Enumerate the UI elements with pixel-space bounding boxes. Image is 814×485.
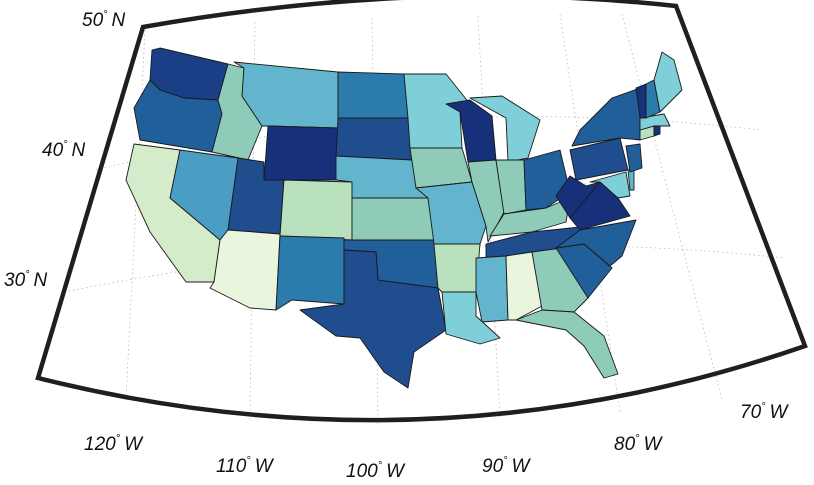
state-wyoming[interactable] xyxy=(263,125,339,181)
meridian-70w xyxy=(621,13,723,401)
meridian-120w xyxy=(125,29,146,399)
label-lon-100w: 100° W xyxy=(346,460,406,482)
label-lat-30n: 30° N xyxy=(4,269,48,291)
longitude-labels: 120° W 110° W 100° W 90° W 80° W 70° W xyxy=(84,401,790,482)
state-minnesota[interactable] xyxy=(403,73,471,149)
state-colorado[interactable] xyxy=(279,179,353,241)
map-frame xyxy=(35,0,808,423)
state-arizona[interactable] xyxy=(209,229,281,311)
latitude-labels: 50° N 40° N 30° N xyxy=(4,9,126,291)
state-new-york[interactable] xyxy=(571,87,641,147)
state-mississippi[interactable] xyxy=(475,255,509,323)
state-south-dakota[interactable] xyxy=(335,117,413,161)
label-lat-40n: 40° N xyxy=(42,139,86,161)
state-arkansas[interactable] xyxy=(433,243,481,293)
state-new-mexico[interactable] xyxy=(275,235,345,311)
state-massachusetts[interactable] xyxy=(639,113,671,131)
states-layer xyxy=(125,47,683,389)
state-north-dakota[interactable] xyxy=(337,71,409,119)
state-maine[interactable] xyxy=(653,51,683,113)
state-kansas[interactable] xyxy=(351,197,435,241)
label-lon-70w: 70° W xyxy=(740,401,790,423)
state-west-virginia[interactable] xyxy=(555,175,601,219)
label-lon-110w: 110° W xyxy=(216,455,275,477)
label-lat-50n: 50° N xyxy=(82,9,126,31)
state-new-jersey[interactable] xyxy=(625,143,643,173)
state-north-carolina[interactable] xyxy=(555,219,637,267)
label-lon-80w: 80° W xyxy=(614,433,664,455)
label-lon-120w: 120° W xyxy=(84,433,144,455)
state-florida[interactable] xyxy=(515,309,619,379)
state-maryland[interactable] xyxy=(589,171,631,199)
state-iowa[interactable] xyxy=(409,147,473,189)
label-lon-90w: 90° W xyxy=(482,455,532,477)
state-texas[interactable] xyxy=(299,249,447,389)
state-rhode-island[interactable] xyxy=(653,125,661,137)
state-alabama[interactable] xyxy=(505,251,543,321)
